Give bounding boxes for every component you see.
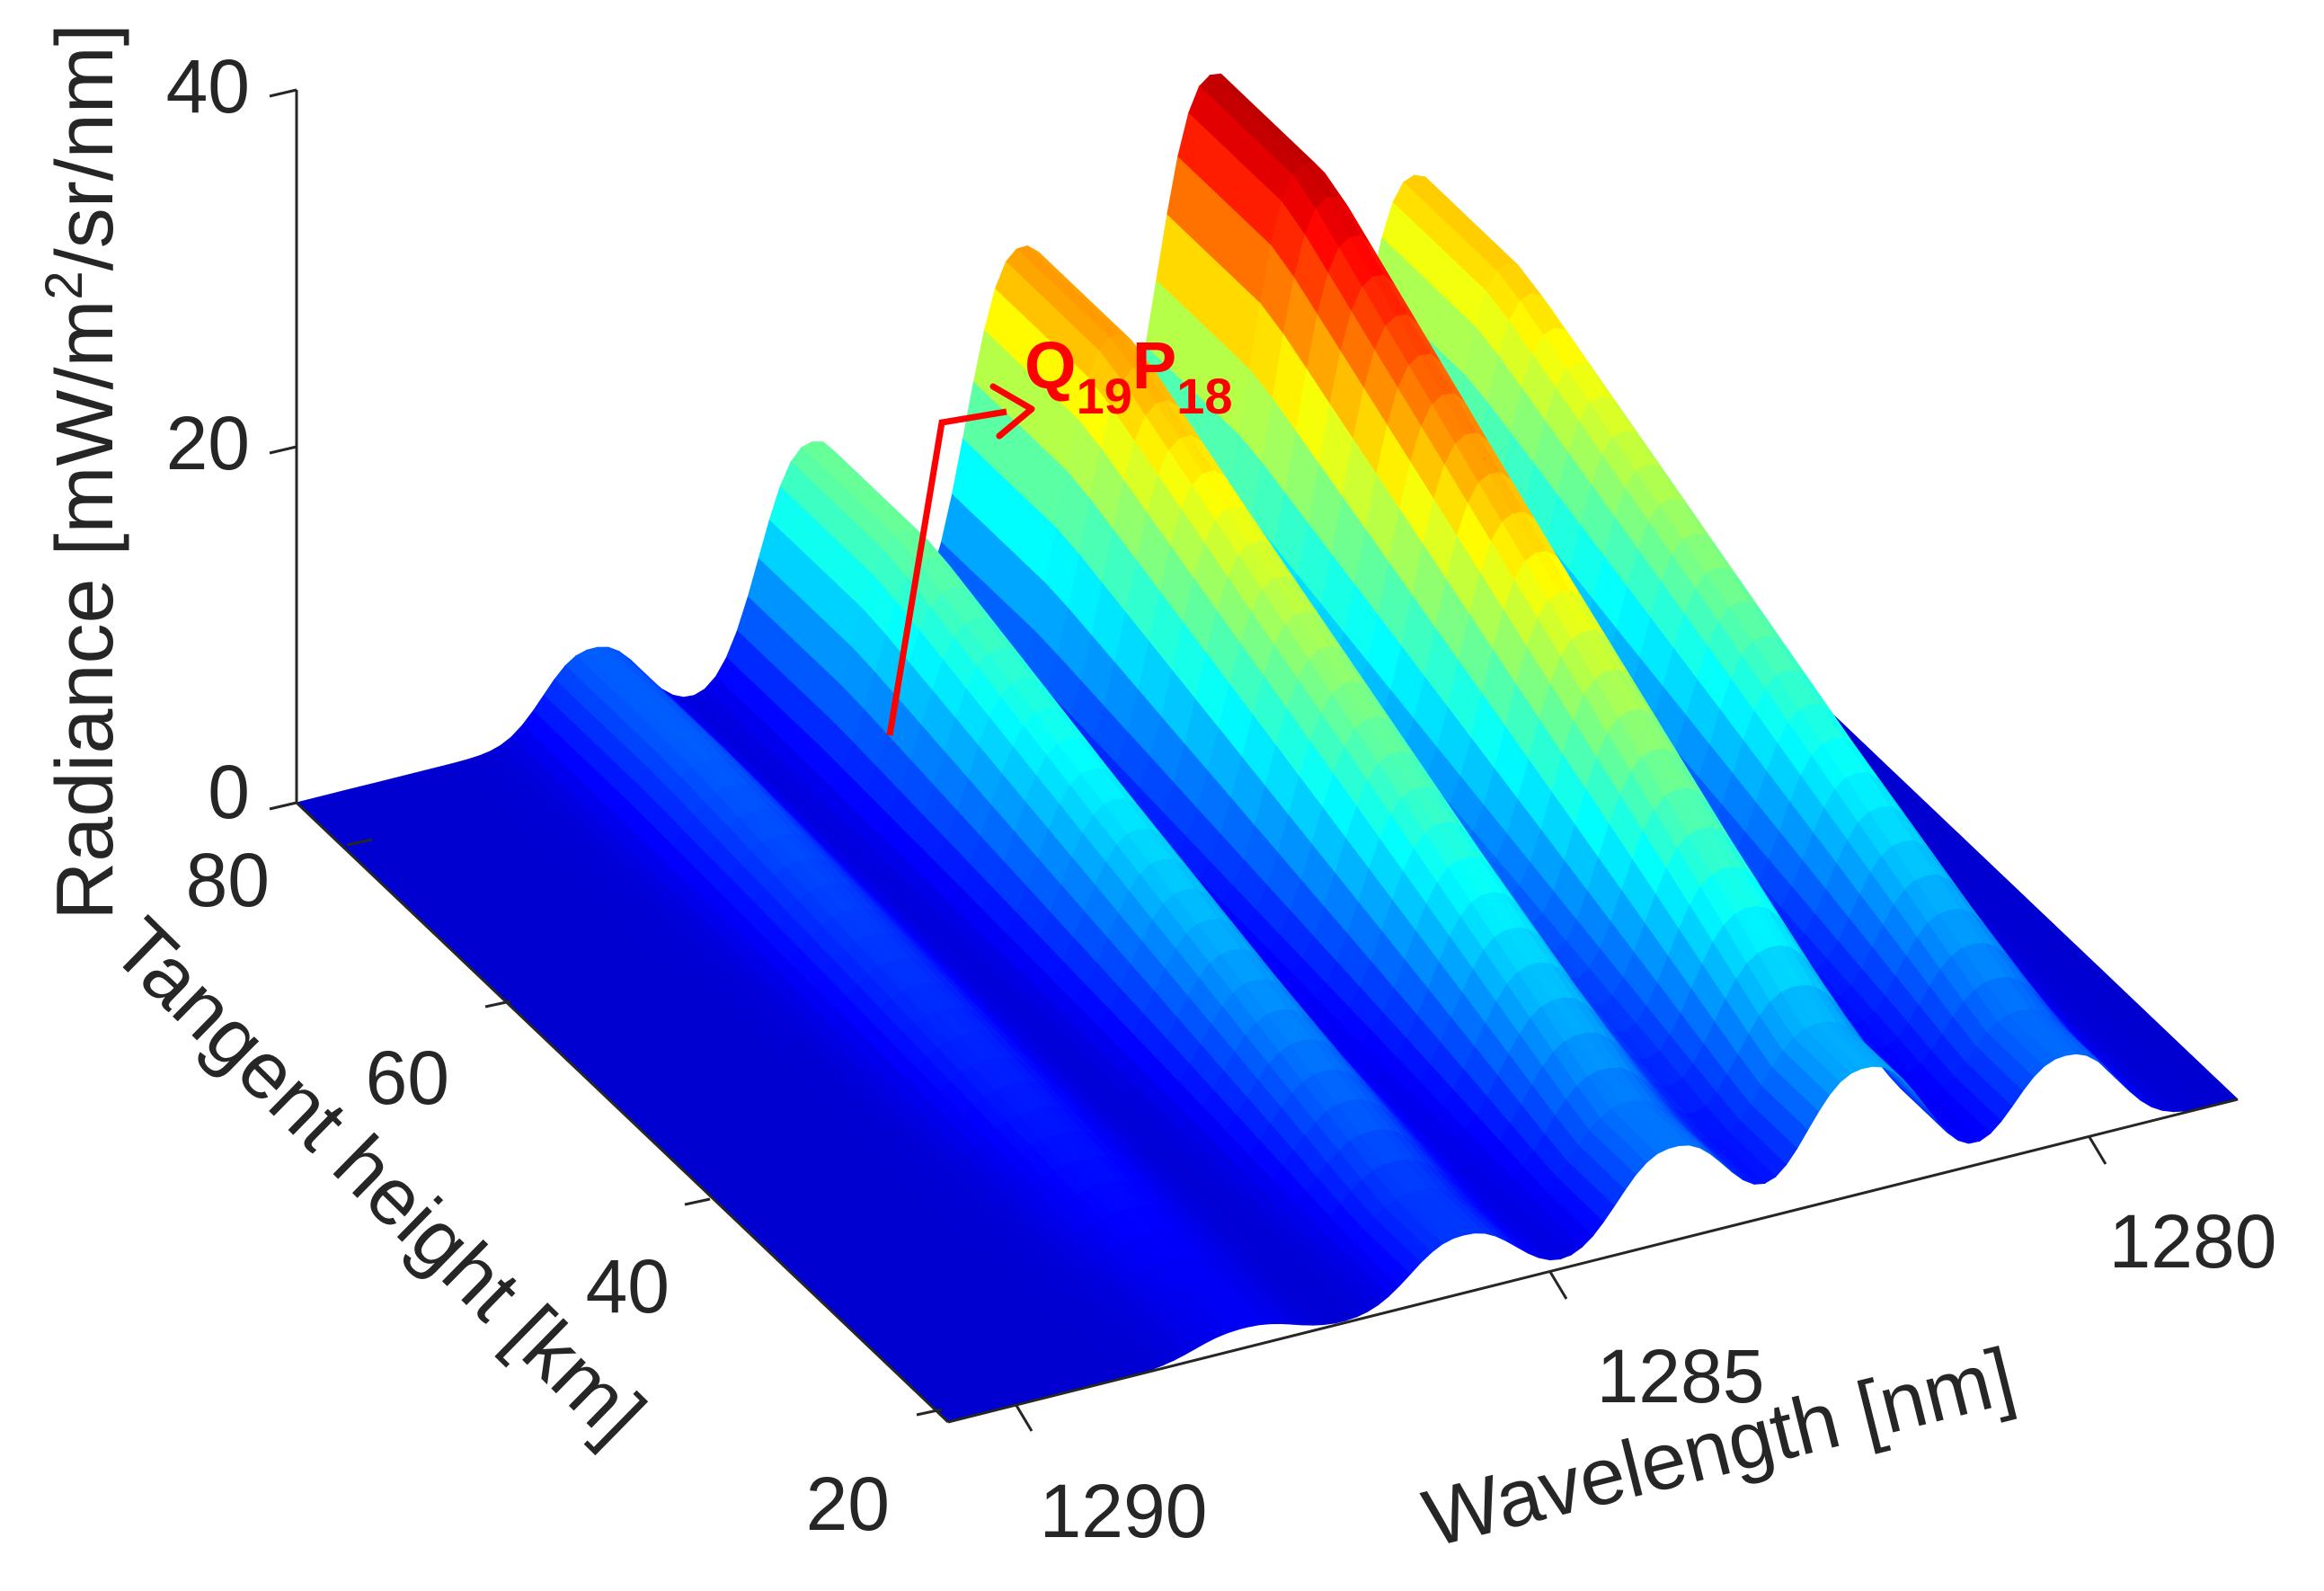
annotation-label: Q19P18 [1025, 328, 1233, 424]
y-tick-60 [484, 1000, 511, 1009]
axes-frame [269, 88, 2239, 1432]
y-tick-label-40: 40 [586, 1244, 670, 1329]
z-tick-20 [269, 445, 297, 455]
x-tick-label-1280: 1280 [2109, 1199, 2277, 1284]
z-axis-label-main: Radiance [mW/m [40, 300, 130, 920]
z-axis-label-rest: /sr/nm] [40, 23, 130, 271]
annotation-p: P [1132, 328, 1176, 403]
y-tick-20 [916, 1408, 943, 1417]
x-axis-line [947, 1098, 2239, 1424]
z-axis-label-sup: 2 [35, 271, 93, 299]
x-tick-label-1285: 1285 [1597, 1334, 1765, 1418]
z-tick-label-0: 0 [208, 750, 250, 834]
x-tick-1285 [1548, 1271, 1568, 1300]
annotation-q-sub: 19 [1077, 368, 1132, 424]
annotation-p-sub: 18 [1176, 368, 1232, 424]
x-tick-label-1290: 1290 [1040, 1469, 1208, 1553]
annotation: Q19P18 [886, 328, 1233, 736]
y-axis-line [295, 801, 950, 1424]
x-tick-1290 [1014, 1403, 1033, 1432]
z-tick-label-20: 20 [166, 401, 250, 485]
y-tick-label-80: 80 [186, 838, 270, 922]
annotation-arrowhead [989, 383, 1035, 440]
y-tick-80 [346, 838, 373, 847]
annotation-q: Q [1025, 328, 1077, 403]
z-tick-labels: 40 20 0 [166, 44, 250, 834]
z-tick-label-40: 40 [166, 44, 250, 129]
y-tick-label-20: 20 [806, 1462, 890, 1546]
y-tick-40 [684, 1197, 711, 1206]
y-tick-labels: 80 60 40 20 [186, 838, 890, 1546]
z-tick-0 [269, 801, 297, 811]
x-tick-1280 [2088, 1136, 2107, 1165]
x-tick-labels: 1290 1285 1280 [1040, 1199, 2277, 1553]
z-axis-label: Radiance [mW/m2/sr/nm] [35, 23, 130, 920]
annotation-arrow [886, 408, 1007, 736]
radiance-surface [295, 73, 2239, 1423]
y-tick-label-60: 60 [366, 1035, 449, 1120]
z-tick-40 [269, 88, 297, 98]
